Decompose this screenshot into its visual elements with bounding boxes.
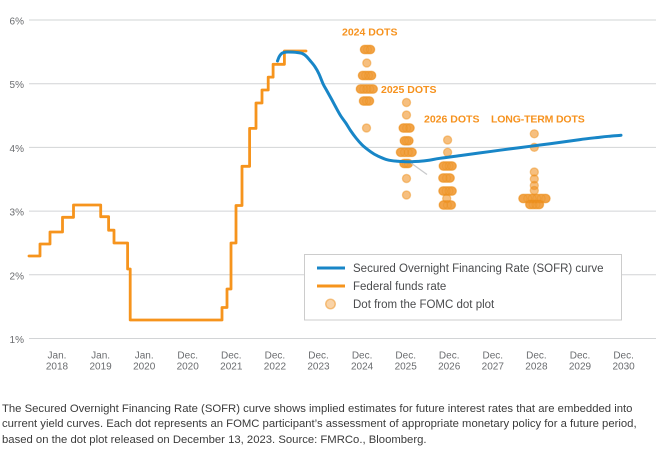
svg-text:2026 DOTS: 2026 DOTS <box>424 114 479 126</box>
svg-text:Jan.: Jan. <box>48 351 67 362</box>
svg-text:Dec.: Dec. <box>221 351 242 362</box>
svg-text:Dec.: Dec. <box>613 351 634 362</box>
svg-text:LONG-TERM DOTS: LONG-TERM DOTS <box>491 114 585 126</box>
svg-text:2023: 2023 <box>307 362 330 373</box>
svg-text:2019: 2019 <box>89 362 112 373</box>
svg-text:Dec.: Dec. <box>439 351 460 362</box>
svg-text:2026: 2026 <box>438 362 461 373</box>
svg-text:4%: 4% <box>10 144 25 155</box>
svg-text:Secured Overnight Financing Ra: Secured Overnight Financing Rate (SOFR) … <box>353 263 604 275</box>
svg-text:2025: 2025 <box>395 362 418 373</box>
svg-text:Dec.: Dec. <box>395 351 416 362</box>
svg-text:5%: 5% <box>10 80 25 91</box>
svg-text:2018: 2018 <box>46 362 69 373</box>
svg-text:6%: 6% <box>10 17 25 28</box>
svg-text:2030: 2030 <box>612 362 635 373</box>
svg-text:Dec.: Dec. <box>177 351 198 362</box>
svg-text:Jan.: Jan. <box>91 351 110 362</box>
svg-text:1%: 1% <box>10 335 25 346</box>
svg-text:Dec.: Dec. <box>308 351 329 362</box>
svg-text:Dec.: Dec. <box>483 351 504 362</box>
svg-text:Federal funds rate: Federal funds rate <box>353 281 446 293</box>
svg-text:2020: 2020 <box>177 362 200 373</box>
svg-text:2024: 2024 <box>351 362 374 373</box>
svg-text:Dot from the FOMC dot plot: Dot from the FOMC dot plot <box>353 299 495 311</box>
svg-text:2029: 2029 <box>569 362 592 373</box>
svg-text:Dec.: Dec. <box>352 351 373 362</box>
svg-text:2027: 2027 <box>482 362 505 373</box>
svg-text:Jan.: Jan. <box>135 351 154 362</box>
svg-text:2020: 2020 <box>133 362 156 373</box>
svg-text:Dec.: Dec. <box>265 351 286 362</box>
svg-text:2024 DOTS: 2024 DOTS <box>342 27 397 39</box>
svg-text:3%: 3% <box>10 208 25 219</box>
svg-text:Dec.: Dec. <box>570 351 591 362</box>
svg-text:2%: 2% <box>10 271 25 282</box>
svg-text:2028: 2028 <box>525 362 548 373</box>
svg-text:2021: 2021 <box>220 362 243 373</box>
svg-text:2022: 2022 <box>264 362 287 373</box>
svg-text:Dec.: Dec. <box>526 351 547 362</box>
svg-text:2025 DOTS: 2025 DOTS <box>381 84 436 96</box>
